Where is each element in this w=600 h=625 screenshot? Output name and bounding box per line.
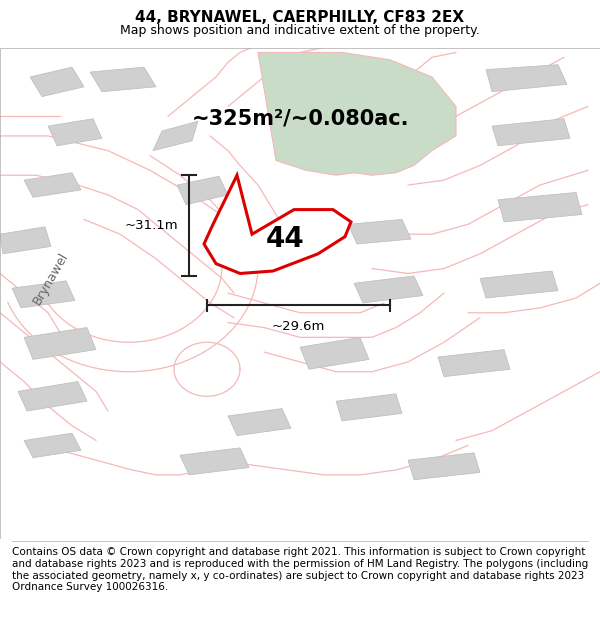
Polygon shape — [492, 119, 570, 146]
Polygon shape — [480, 271, 558, 298]
Polygon shape — [24, 173, 81, 198]
Polygon shape — [498, 192, 582, 222]
Text: ~29.6m: ~29.6m — [272, 320, 325, 333]
Polygon shape — [336, 394, 402, 421]
Polygon shape — [348, 219, 411, 244]
Polygon shape — [408, 452, 480, 480]
Polygon shape — [24, 433, 81, 457]
Polygon shape — [90, 67, 156, 92]
Polygon shape — [228, 409, 291, 436]
Text: Contains OS data © Crown copyright and database right 2021. This information is : Contains OS data © Crown copyright and d… — [12, 548, 588, 592]
Polygon shape — [354, 276, 423, 303]
Polygon shape — [153, 121, 198, 151]
Polygon shape — [48, 119, 102, 146]
Polygon shape — [18, 381, 87, 411]
Text: 44, BRYNAWEL, CAERPHILLY, CF83 2EX: 44, BRYNAWEL, CAERPHILLY, CF83 2EX — [136, 11, 464, 26]
Text: ~325m²/~0.080ac.: ~325m²/~0.080ac. — [191, 109, 409, 129]
Polygon shape — [258, 52, 456, 175]
Text: ~31.1m: ~31.1m — [125, 219, 178, 232]
Polygon shape — [486, 65, 567, 92]
Polygon shape — [12, 281, 75, 308]
Polygon shape — [300, 338, 369, 369]
Polygon shape — [24, 328, 96, 359]
Text: Map shows position and indicative extent of the property.: Map shows position and indicative extent… — [120, 24, 480, 37]
Polygon shape — [204, 175, 351, 274]
Polygon shape — [30, 67, 84, 97]
Text: 44: 44 — [266, 225, 304, 253]
Polygon shape — [438, 349, 510, 377]
Text: Brynawel: Brynawel — [31, 250, 71, 307]
Polygon shape — [0, 227, 51, 254]
Polygon shape — [177, 176, 228, 205]
Polygon shape — [180, 448, 249, 475]
